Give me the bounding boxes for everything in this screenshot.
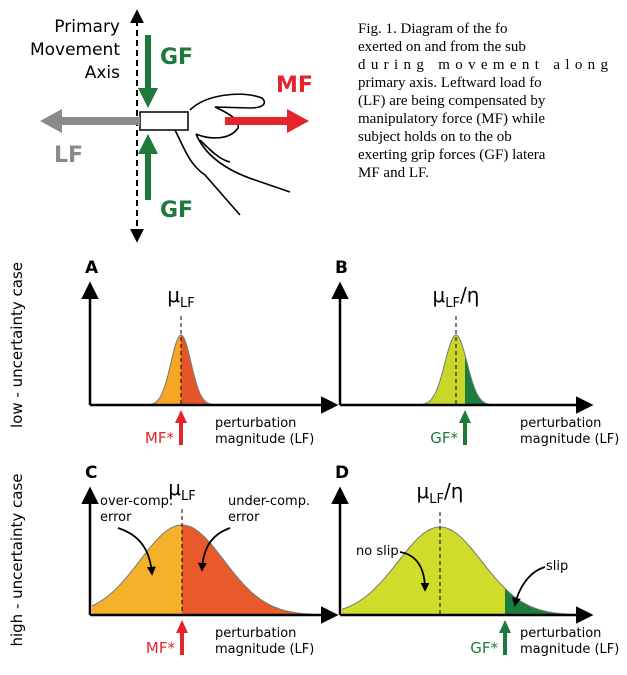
mean-symbol: μ: [167, 283, 180, 307]
mean-symbol: μ: [417, 479, 430, 503]
distribution-left: [92, 335, 181, 405]
distribution-right: [182, 525, 330, 615]
mean-subscript: LF: [429, 492, 444, 507]
hand: [175, 94, 290, 215]
x-axis-label: magnitude (LF): [215, 642, 314, 657]
caption-line: subject holds on to the ob: [358, 129, 512, 145]
caption-line: during movement along: [358, 57, 609, 73]
gf-arrow: [138, 35, 158, 108]
caption-line: (LF) are being compensated by: [358, 93, 546, 109]
distribution-left: [342, 335, 465, 405]
gf-label: GF: [160, 198, 193, 223]
force-label: MF*: [146, 639, 176, 657]
mean-label: μLF/η: [433, 283, 480, 311]
force-diagram: Primary Movement Axis GF GF MF LF: [30, 12, 313, 240]
caption-line: exerted on and from the sub: [358, 39, 526, 55]
gf-label: GF: [160, 45, 193, 70]
force-label: GF*: [430, 429, 458, 447]
caption: Fig. 1. Diagram of the fo exerted on and…: [358, 21, 609, 181]
force-arrow: [499, 620, 511, 655]
force-arrow: [176, 620, 188, 655]
annotation-arrow: [515, 567, 545, 605]
mean-subscript: LF: [180, 296, 195, 311]
x-axis-label: perturbation: [215, 416, 296, 431]
annotation: no slip: [356, 544, 399, 559]
force-arrow: [175, 410, 187, 445]
force-label: MF*: [145, 429, 175, 447]
distribution-right: [465, 355, 585, 405]
force-label: GF*: [470, 639, 498, 657]
row-label: high - uncertainty case: [8, 473, 26, 646]
panel-letter: D: [335, 463, 349, 483]
distribution-right: [181, 335, 330, 405]
mf-label: MF: [276, 73, 313, 98]
axis-label: Axis: [85, 63, 120, 83]
annotation: error: [100, 510, 132, 525]
x-axis-label: magnitude (LF): [520, 642, 619, 657]
caption-line: exerting grip forces (GF) latera: [358, 147, 546, 163]
panel-letter: C: [85, 463, 97, 483]
mean-subscript: LF: [445, 296, 460, 311]
annotation: under-comp.: [228, 494, 310, 509]
row-label: low - uncertainty case: [8, 262, 26, 428]
object: [140, 112, 188, 130]
gf-arrow: [138, 134, 158, 200]
distribution-outline: [92, 335, 330, 405]
lf-label: LF: [54, 143, 83, 168]
lf-arrow: [40, 109, 140, 133]
axis-label: Movement: [30, 40, 120, 60]
annotation: slip: [546, 559, 568, 574]
mean-label: μLF/η: [417, 479, 464, 507]
page: Primary Movement Axis GF GF MF LF Fig. 1…: [0, 0, 627, 675]
mean-suffix: /η: [460, 283, 479, 307]
panel-letter: A: [85, 258, 99, 278]
mean-suffix: /η: [444, 479, 463, 503]
x-axis-label: magnitude (LF): [215, 432, 314, 447]
x-axis-label: perturbation: [520, 416, 601, 431]
annotation: error: [228, 510, 260, 525]
mean-label: μLF: [167, 283, 194, 311]
figure: Primary Movement Axis GF GF MF LF Fig. 1…: [0, 0, 627, 675]
panel-letter: B: [335, 258, 348, 278]
caption-line: primary axis. Leftward load fo: [358, 75, 542, 91]
caption-line: Fig. 1. Diagram of the fo: [358, 21, 508, 37]
mean-subscript: LF: [181, 489, 196, 504]
caption-line: manipulatory force (MF) while: [358, 111, 545, 127]
mean-symbol: μ: [433, 283, 446, 307]
x-axis-label: perturbation: [215, 626, 296, 641]
axis-label: Primary: [54, 17, 120, 37]
distribution-left: [342, 527, 505, 615]
annotation: over-comp.: [100, 494, 173, 509]
x-axis-label: perturbation: [520, 626, 601, 641]
caption-line: MF and LF.: [358, 165, 429, 181]
x-axis-label: magnitude (LF): [520, 432, 619, 447]
force-arrow: [459, 410, 471, 445]
